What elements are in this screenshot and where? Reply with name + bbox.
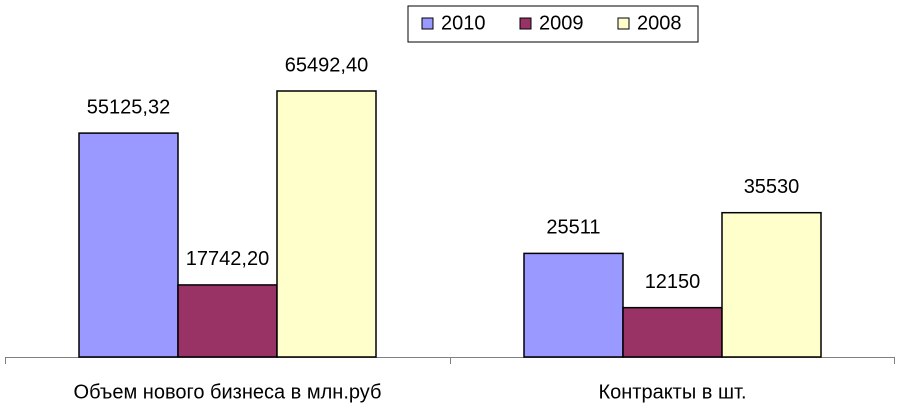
legend-label: 2010 (441, 12, 486, 34)
value-label: 55125,32 (87, 96, 170, 118)
legend-box (407, 5, 699, 43)
value-label: 17742,20 (186, 248, 269, 270)
value-label: 25511 (546, 217, 600, 239)
bar (721, 211, 822, 358)
bar (276, 90, 377, 358)
legend-swatch (617, 17, 630, 30)
bar (177, 284, 278, 358)
value-label: 12150 (645, 271, 701, 293)
bar (523, 252, 624, 358)
legend-swatch (519, 17, 532, 30)
x-tick-label: Объем нового бизнеса в млн.руб (74, 381, 382, 403)
value-label: 65492,40 (285, 54, 368, 76)
value-label: 35530 (744, 176, 800, 198)
bar (78, 132, 179, 358)
legend-label: 2009 (539, 12, 584, 34)
legend-swatch (421, 17, 434, 30)
bar (622, 306, 723, 358)
x-tick-label: Контракты в шт. (598, 381, 746, 403)
legend-label: 2008 (637, 12, 682, 34)
